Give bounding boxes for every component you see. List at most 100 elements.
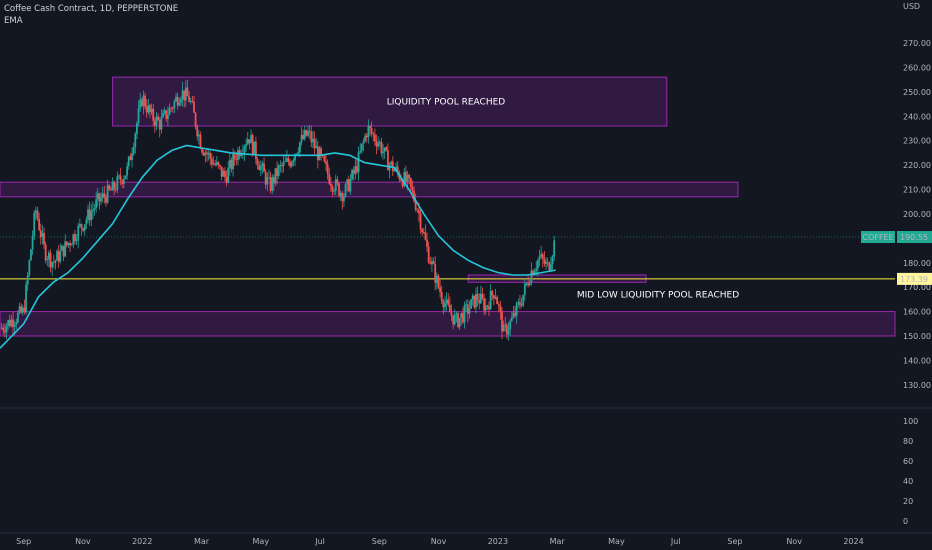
candle-body bbox=[101, 193, 104, 199]
x-tick-label: Sep bbox=[727, 537, 742, 546]
candle-body bbox=[189, 100, 192, 102]
candle-body bbox=[126, 166, 129, 176]
candle-body bbox=[248, 139, 251, 144]
y-tick-label: 260.00 bbox=[903, 63, 931, 72]
symbol-tag bbox=[861, 230, 895, 243]
candle-body bbox=[26, 275, 29, 285]
liquidity-zone-0[interactable] bbox=[112, 76, 668, 127]
osc-y-tick-label: 100 bbox=[903, 417, 918, 426]
candle-body bbox=[132, 147, 135, 154]
candle-body bbox=[444, 303, 446, 308]
candle-body bbox=[543, 259, 546, 264]
candle-body bbox=[184, 87, 187, 101]
liquidity-zone-1[interactable] bbox=[0, 181, 739, 198]
candle-body bbox=[173, 101, 176, 109]
candle-body bbox=[202, 152, 205, 156]
candle-body bbox=[255, 141, 257, 160]
x-tick-label: Sep bbox=[372, 537, 387, 546]
y-tick-label: 270.00 bbox=[903, 39, 931, 48]
candle-body bbox=[530, 270, 533, 283]
candle-body bbox=[74, 234, 76, 241]
candle-body bbox=[489, 290, 492, 310]
candle-body bbox=[269, 177, 272, 191]
candle-body bbox=[338, 183, 340, 196]
candle-body bbox=[553, 240, 556, 257]
candle-body bbox=[525, 283, 528, 284]
candle-body bbox=[5, 325, 8, 333]
candle-body bbox=[44, 244, 47, 261]
candle-body bbox=[390, 161, 393, 165]
candle-body bbox=[34, 210, 37, 213]
candle-body bbox=[124, 175, 127, 179]
candle-body bbox=[67, 243, 70, 246]
candle-body bbox=[302, 134, 305, 139]
candle-body bbox=[158, 120, 161, 130]
candle-body bbox=[186, 87, 189, 97]
candle-body bbox=[339, 192, 342, 196]
candle-body bbox=[365, 135, 368, 138]
candle-body bbox=[546, 261, 549, 263]
candle-body bbox=[303, 130, 306, 139]
candle-body bbox=[46, 259, 49, 261]
candle-body bbox=[447, 299, 450, 305]
candle-body bbox=[431, 261, 433, 264]
candle-body bbox=[404, 171, 407, 182]
candle-body bbox=[237, 150, 239, 161]
candle-body bbox=[92, 209, 94, 212]
candle-body bbox=[171, 108, 174, 109]
candle-body bbox=[246, 139, 249, 145]
candle-body bbox=[313, 138, 316, 149]
candle-body bbox=[468, 308, 471, 314]
candle-body bbox=[25, 284, 27, 313]
candle-body bbox=[119, 175, 122, 181]
osc-y-tick-label: 80 bbox=[903, 437, 913, 446]
candle-body bbox=[354, 166, 357, 174]
candle-body bbox=[297, 152, 300, 154]
candle-body bbox=[292, 160, 295, 163]
candle-body bbox=[532, 270, 534, 276]
candle-body bbox=[122, 178, 125, 184]
candle-body bbox=[360, 143, 363, 151]
candle-body bbox=[519, 302, 521, 306]
candle-body bbox=[329, 183, 332, 187]
candle-body bbox=[362, 141, 365, 144]
y-tick-label: 220.00 bbox=[903, 161, 931, 170]
zone-annotation-mid: MID LOW LIQUIDITY POOL REACHED bbox=[577, 290, 739, 300]
candle-body bbox=[515, 303, 518, 316]
chart-title: Coffee Cash Contract, 1D, PEPPERSTONE bbox=[4, 4, 179, 14]
liquidity-zone-3[interactable] bbox=[0, 311, 896, 337]
candle-body bbox=[43, 232, 45, 245]
candle-body bbox=[406, 174, 409, 182]
candle-body bbox=[95, 199, 98, 208]
candle-body bbox=[478, 299, 481, 304]
candle-body bbox=[465, 304, 468, 306]
candle-body bbox=[193, 101, 195, 113]
candle-body bbox=[396, 166, 399, 173]
candle-body bbox=[290, 162, 293, 167]
candle-body bbox=[160, 117, 163, 130]
ema-line[interactable] bbox=[0, 144, 556, 349]
candle-body bbox=[535, 268, 538, 271]
candle-body bbox=[181, 90, 184, 99]
candle-body bbox=[356, 166, 358, 173]
candle-body bbox=[401, 180, 404, 187]
candle-body bbox=[502, 324, 505, 332]
last-price-label: 190.55 bbox=[900, 233, 928, 242]
candle-body bbox=[364, 135, 367, 142]
candle-body bbox=[225, 176, 228, 183]
candle-body bbox=[87, 209, 89, 220]
candle-body bbox=[113, 181, 115, 190]
candle-body bbox=[215, 162, 218, 165]
candle-body bbox=[409, 177, 412, 187]
candle-body bbox=[271, 177, 274, 191]
candle-body bbox=[300, 134, 303, 143]
y-tick-label: USD bbox=[903, 2, 920, 11]
candle-body bbox=[194, 112, 197, 127]
candle-body bbox=[201, 148, 204, 153]
candle-body bbox=[318, 148, 321, 161]
candle-body bbox=[243, 146, 246, 154]
candle-body bbox=[462, 312, 464, 323]
candle-body bbox=[289, 162, 292, 167]
candle-body bbox=[207, 152, 210, 155]
